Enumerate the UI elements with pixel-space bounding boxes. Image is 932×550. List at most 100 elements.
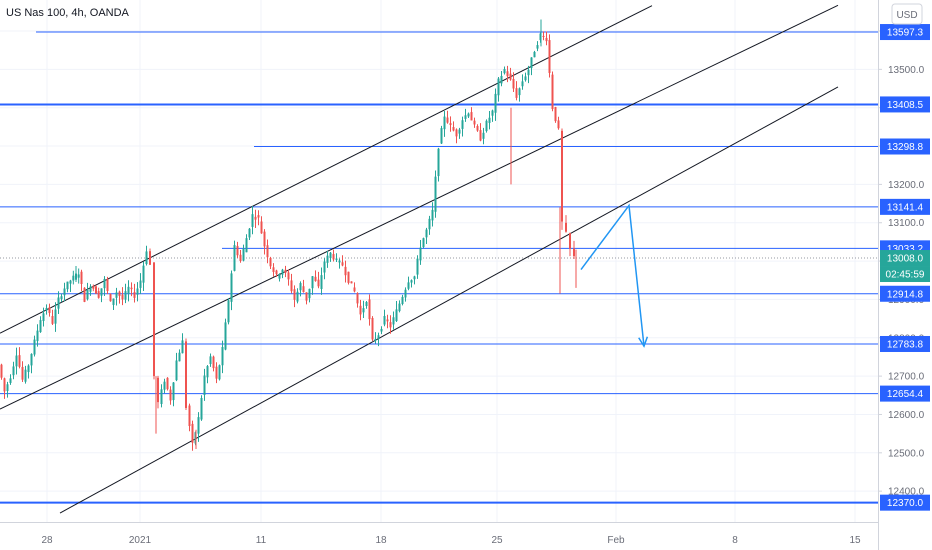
x-tick-label: 18 [375, 535, 387, 546]
candle-body [188, 405, 191, 427]
candle-body [554, 107, 557, 122]
candle-body [494, 93, 497, 113]
candle-body [48, 307, 51, 313]
candle-body [332, 254, 335, 260]
candle-body [30, 353, 33, 366]
level-price-tag [880, 198, 930, 215]
candle-body [106, 279, 109, 292]
candle-body [0, 364, 3, 378]
candle-body [191, 423, 194, 443]
y-tick-label: 12400.0 [888, 487, 925, 498]
candle-body [175, 360, 178, 381]
level-price-label: 13408.5 [887, 100, 924, 111]
candle-body [557, 120, 560, 129]
candle-body [269, 257, 272, 267]
candle-body [561, 130, 563, 222]
candle-body [320, 275, 323, 289]
candle-body [63, 288, 66, 296]
candle-body [218, 365, 221, 380]
channel-line [0, 5, 653, 334]
candle-body [356, 293, 359, 304]
candle-body [15, 355, 18, 367]
candle-body [392, 317, 395, 325]
candle-body [425, 229, 428, 238]
level-price-tag [880, 285, 930, 302]
candle-body [178, 352, 181, 362]
channel-line [0, 4, 839, 410]
candle-body [440, 128, 443, 144]
level-price-label: 12370.0 [887, 498, 924, 509]
candle-body [115, 292, 118, 298]
y-tick-label: 12700.0 [888, 372, 925, 383]
candle-body [118, 291, 121, 297]
candle-body [413, 276, 416, 280]
x-tick-label: 8 [732, 535, 738, 546]
candle-body [383, 316, 386, 325]
candle-body [506, 71, 509, 77]
candle-body [503, 68, 506, 74]
currency-button[interactable]: USD [891, 3, 923, 25]
candle-body [57, 297, 60, 309]
candle-body [569, 233, 571, 249]
level-price-tag [880, 494, 930, 511]
candle-body [33, 339, 36, 355]
candle-body [166, 377, 169, 390]
candle-body [149, 251, 151, 265]
candle-body [341, 262, 344, 266]
candle-body [347, 271, 350, 283]
candle-body [163, 381, 166, 390]
candle-body [197, 417, 200, 434]
candle-body [455, 129, 458, 137]
candle-body [518, 88, 521, 96]
candle-body [3, 378, 6, 392]
x-tick-label: 15 [849, 535, 861, 546]
candle-body [542, 35, 545, 37]
candle-body [419, 247, 422, 261]
candle-body [181, 340, 184, 354]
last-price-label: 13008.0 [887, 254, 924, 265]
candle-body [89, 286, 92, 292]
candle-body [245, 238, 248, 253]
candle-body [200, 398, 203, 420]
candle-body [565, 222, 567, 232]
candle-body [431, 209, 434, 221]
candle-body [470, 112, 473, 121]
candle-body [497, 78, 500, 96]
candle-body [530, 57, 533, 69]
candle-body [344, 266, 347, 276]
candle-body [42, 313, 45, 322]
last-price-tag [880, 250, 930, 267]
candle-body [266, 245, 269, 258]
level-layer [0, 31, 878, 504]
candle-body [130, 287, 133, 290]
candle-body [353, 287, 356, 292]
candle-body [449, 123, 452, 126]
candle-body [473, 120, 476, 125]
candle-body [365, 302, 368, 306]
candle-body [230, 273, 233, 302]
candle-body [86, 289, 89, 300]
candle-body [169, 389, 172, 401]
candle-body [9, 378, 12, 383]
candle-body [407, 282, 410, 289]
candle-body [428, 218, 431, 230]
candle-body [311, 276, 314, 289]
candle-body [422, 238, 425, 248]
time-axis-bg [0, 522, 878, 550]
projection-path [580, 203, 645, 347]
candle-body [248, 228, 251, 238]
candle-body [464, 115, 467, 119]
level-price-tag [880, 24, 930, 41]
candle-body [18, 355, 21, 367]
candle-body [45, 308, 48, 311]
candle-body [272, 267, 275, 272]
candle-body [275, 270, 278, 275]
candle-body [72, 275, 75, 281]
y-tick-label: 13500.0 [888, 65, 925, 76]
candle-body [127, 286, 130, 294]
candle-body [434, 176, 437, 212]
candle-body [21, 366, 24, 380]
y-tick-label: 12500.0 [888, 448, 925, 459]
candle-body [452, 127, 455, 131]
